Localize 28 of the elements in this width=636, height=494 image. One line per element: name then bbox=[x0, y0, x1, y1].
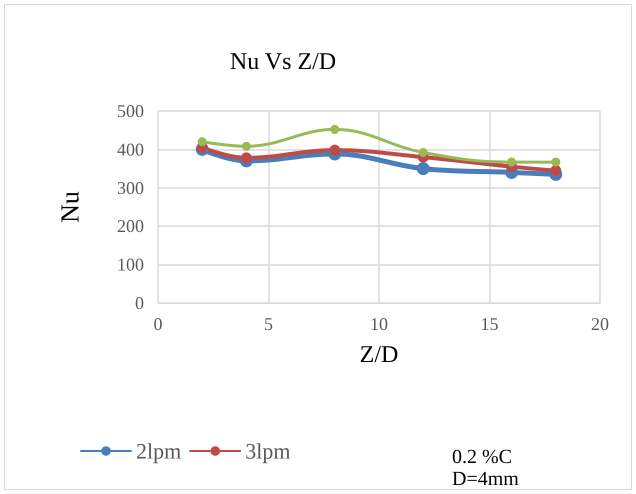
point bbox=[329, 144, 340, 156]
x-tick-label: 15 bbox=[480, 314, 498, 334]
x-axis-title: Z/D bbox=[360, 342, 398, 368]
point bbox=[240, 152, 252, 164]
x-tick-label: 5 bbox=[264, 314, 273, 334]
point bbox=[330, 124, 340, 134]
point bbox=[416, 162, 430, 176]
x-tick-label: 20 bbox=[591, 314, 609, 334]
point bbox=[198, 137, 207, 146]
y-tick-label: 300 bbox=[117, 178, 144, 198]
point bbox=[507, 158, 516, 167]
text: 0.2 %C bbox=[452, 446, 513, 468]
point bbox=[550, 165, 562, 176]
point bbox=[242, 142, 251, 151]
x-tick-label: 10 bbox=[370, 314, 388, 334]
text: D=4mm bbox=[452, 468, 519, 490]
y-tick-label: 400 bbox=[117, 139, 144, 160]
legend-label: 2lpm bbox=[136, 438, 182, 464]
y-tick-label: 500 bbox=[117, 101, 144, 121]
x-tick-label: 0 bbox=[154, 314, 162, 334]
y-tick-label: 100 bbox=[117, 254, 144, 275]
chart-title: Nu Vs Z/D bbox=[230, 49, 336, 75]
point bbox=[418, 148, 428, 157]
y-tick-label: 0 bbox=[135, 293, 144, 313]
point bbox=[551, 158, 560, 167]
legend-label: 3lpm bbox=[245, 438, 290, 464]
y-tick-label: 200 bbox=[117, 216, 144, 236]
y-axis-title: Nu bbox=[56, 191, 84, 223]
